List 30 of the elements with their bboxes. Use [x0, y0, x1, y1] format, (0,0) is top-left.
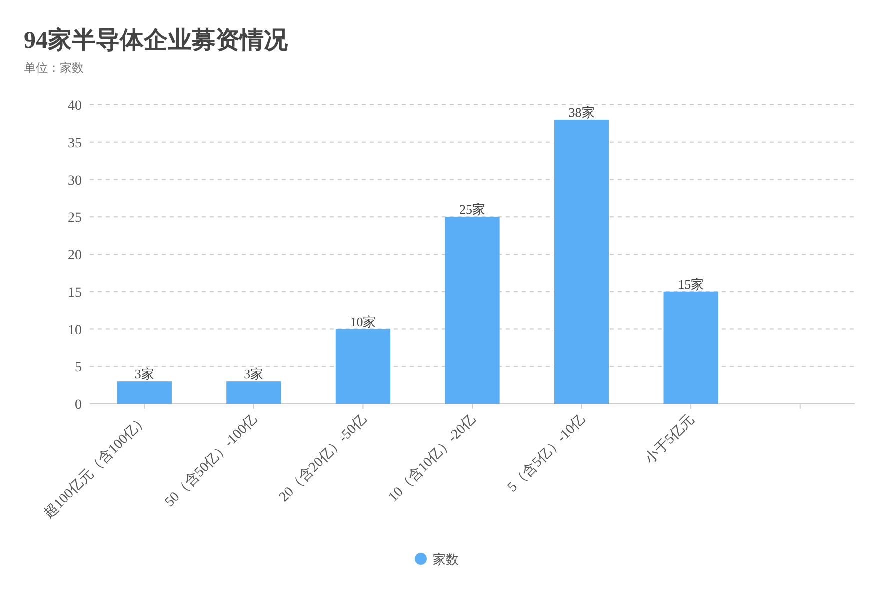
y-tick-label: 40	[68, 99, 82, 114]
x-tick-label: 超100亿元（含100亿）	[41, 412, 152, 522]
chart-subtitle: 单位：家数	[24, 61, 84, 75]
data-label: 3家	[134, 366, 154, 382]
bar	[664, 292, 718, 404]
bar	[554, 120, 610, 404]
bar	[445, 217, 500, 404]
data-label: 3家	[244, 366, 264, 382]
x-tick-label: 10（含10亿）-20亿	[386, 412, 480, 506]
y-tick-label: 5	[75, 360, 82, 376]
legend-label: 家数	[433, 552, 459, 568]
data-label: 25家	[460, 202, 486, 218]
data-label: 15家	[678, 276, 704, 292]
y-tick-label: 10	[68, 323, 82, 338]
y-tick-label: 0	[75, 398, 82, 413]
y-tick-label: 35	[68, 136, 82, 152]
x-tick-label: 50（含50亿）-100亿	[162, 412, 261, 510]
bar	[117, 382, 172, 404]
data-label: 38家	[568, 104, 595, 120]
x-tick-label: 小于5亿元	[642, 412, 698, 468]
y-tick-label: 30	[68, 174, 82, 189]
x-tick-label: 5（含5亿）-10亿	[504, 412, 589, 496]
data-label: 10家	[350, 314, 376, 330]
chart-title: 94家半导体企业募资情况	[24, 27, 289, 54]
bar	[336, 329, 391, 404]
bar	[226, 382, 282, 404]
y-tick-label: 25	[68, 211, 82, 226]
y-tick-label: 20	[68, 248, 82, 264]
x-tick-label: 20（含20亿）-50亿	[276, 412, 370, 506]
y-tick-label: 15	[68, 286, 82, 301]
